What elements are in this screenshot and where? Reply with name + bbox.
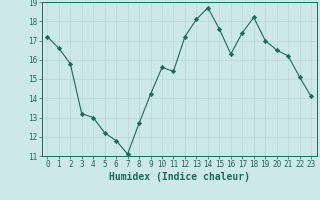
X-axis label: Humidex (Indice chaleur): Humidex (Indice chaleur): [109, 172, 250, 182]
